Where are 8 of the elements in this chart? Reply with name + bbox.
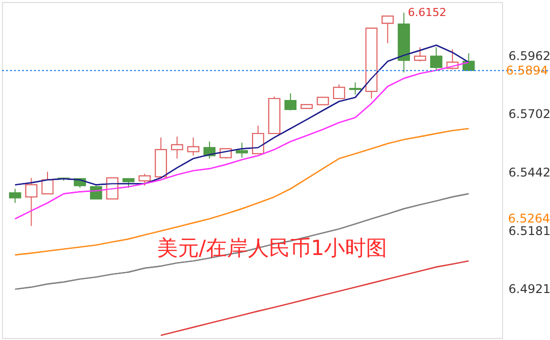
ref-line-label: 6.5894 [506,64,548,78]
y-tick-label: 6.5181 [508,224,550,238]
text: 6.5264 [508,212,550,226]
annotation: 6.6152 [408,6,446,19]
y-tick-label: 6.5442 [508,165,550,180]
y-tick-label: 6.5962 [508,48,550,63]
y-tick-label: 6.4921 [508,282,550,296]
y-tick-label: 6.5702 [508,107,550,122]
